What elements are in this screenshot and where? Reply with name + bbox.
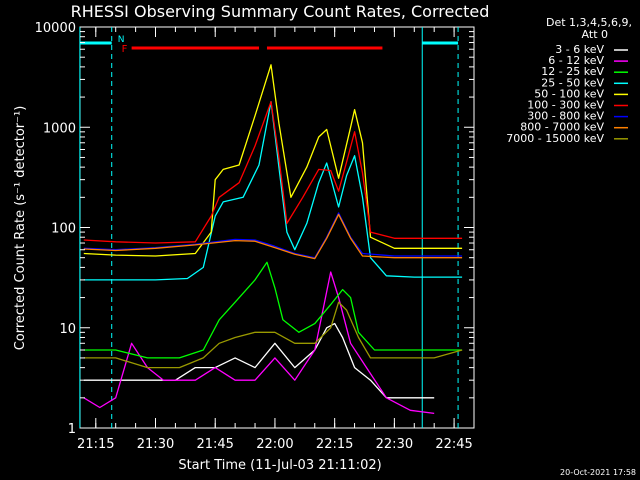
x-tick-label: 21:30 — [137, 437, 174, 452]
x-tick-label: 22:00 — [256, 437, 293, 452]
x-axis-label: Start Time (11-Jul-03 21:11:02) — [178, 458, 381, 473]
annotation-layer: NF — [79, 27, 459, 428]
series-line — [83, 301, 463, 369]
series-line — [83, 101, 463, 281]
series-layer — [83, 64, 463, 415]
series-line — [83, 261, 463, 359]
legend-label: 100 - 300 keV — [527, 99, 604, 112]
legend-label: 50 - 100 keV — [534, 87, 604, 100]
y-axis-label: Corrected Count Rate (s⁻¹ detector⁻¹) — [13, 106, 28, 351]
legend-subtitle: Att 0 — [582, 28, 608, 41]
x-tick-label: 22:30 — [376, 437, 413, 452]
legend-title: Det 1,3,4,5,6,9, — [546, 16, 632, 29]
chart-title: RHESSI Observing Summary Count Rates, Co… — [71, 2, 490, 21]
date-stamp: 20-Oct-2021 17:58 — [560, 468, 636, 477]
x-tick-label: 22:45 — [435, 437, 472, 452]
flag-label-f: F — [122, 44, 128, 55]
series-line — [83, 101, 463, 244]
legend-label: 25 - 50 keV — [541, 76, 604, 89]
flag-label-n: N — [118, 35, 125, 45]
legend-label: 6 - 12 keV — [548, 54, 604, 67]
y-tick-label: 10 — [59, 322, 76, 337]
legend-label: 800 - 7000 keV — [520, 121, 604, 134]
x-tick-label: 21:15 — [77, 437, 114, 452]
legend-label: 300 - 800 keV — [527, 110, 604, 123]
y-tick-label: 1000 — [43, 121, 76, 136]
legend-label: 12 - 25 keV — [541, 65, 604, 78]
y-tick-label: 100 — [51, 222, 76, 237]
y-tick-label: 1 — [68, 422, 76, 437]
x-tick-label: 21:45 — [196, 437, 233, 452]
y-tick-label: 10000 — [35, 21, 76, 36]
series-line — [83, 213, 463, 260]
series-line — [83, 64, 463, 257]
series-line — [83, 322, 435, 399]
axis-layer: 1 10 100 1000 10000 21:15 21:30 21:45 22:00 22:15… — [35, 21, 475, 452]
series-line — [83, 271, 435, 415]
x-tick-label: 22:15 — [316, 437, 353, 452]
legend-label: 3 - 6 keV — [555, 43, 604, 56]
legend-label: 7000 - 15000 keV — [506, 132, 604, 145]
